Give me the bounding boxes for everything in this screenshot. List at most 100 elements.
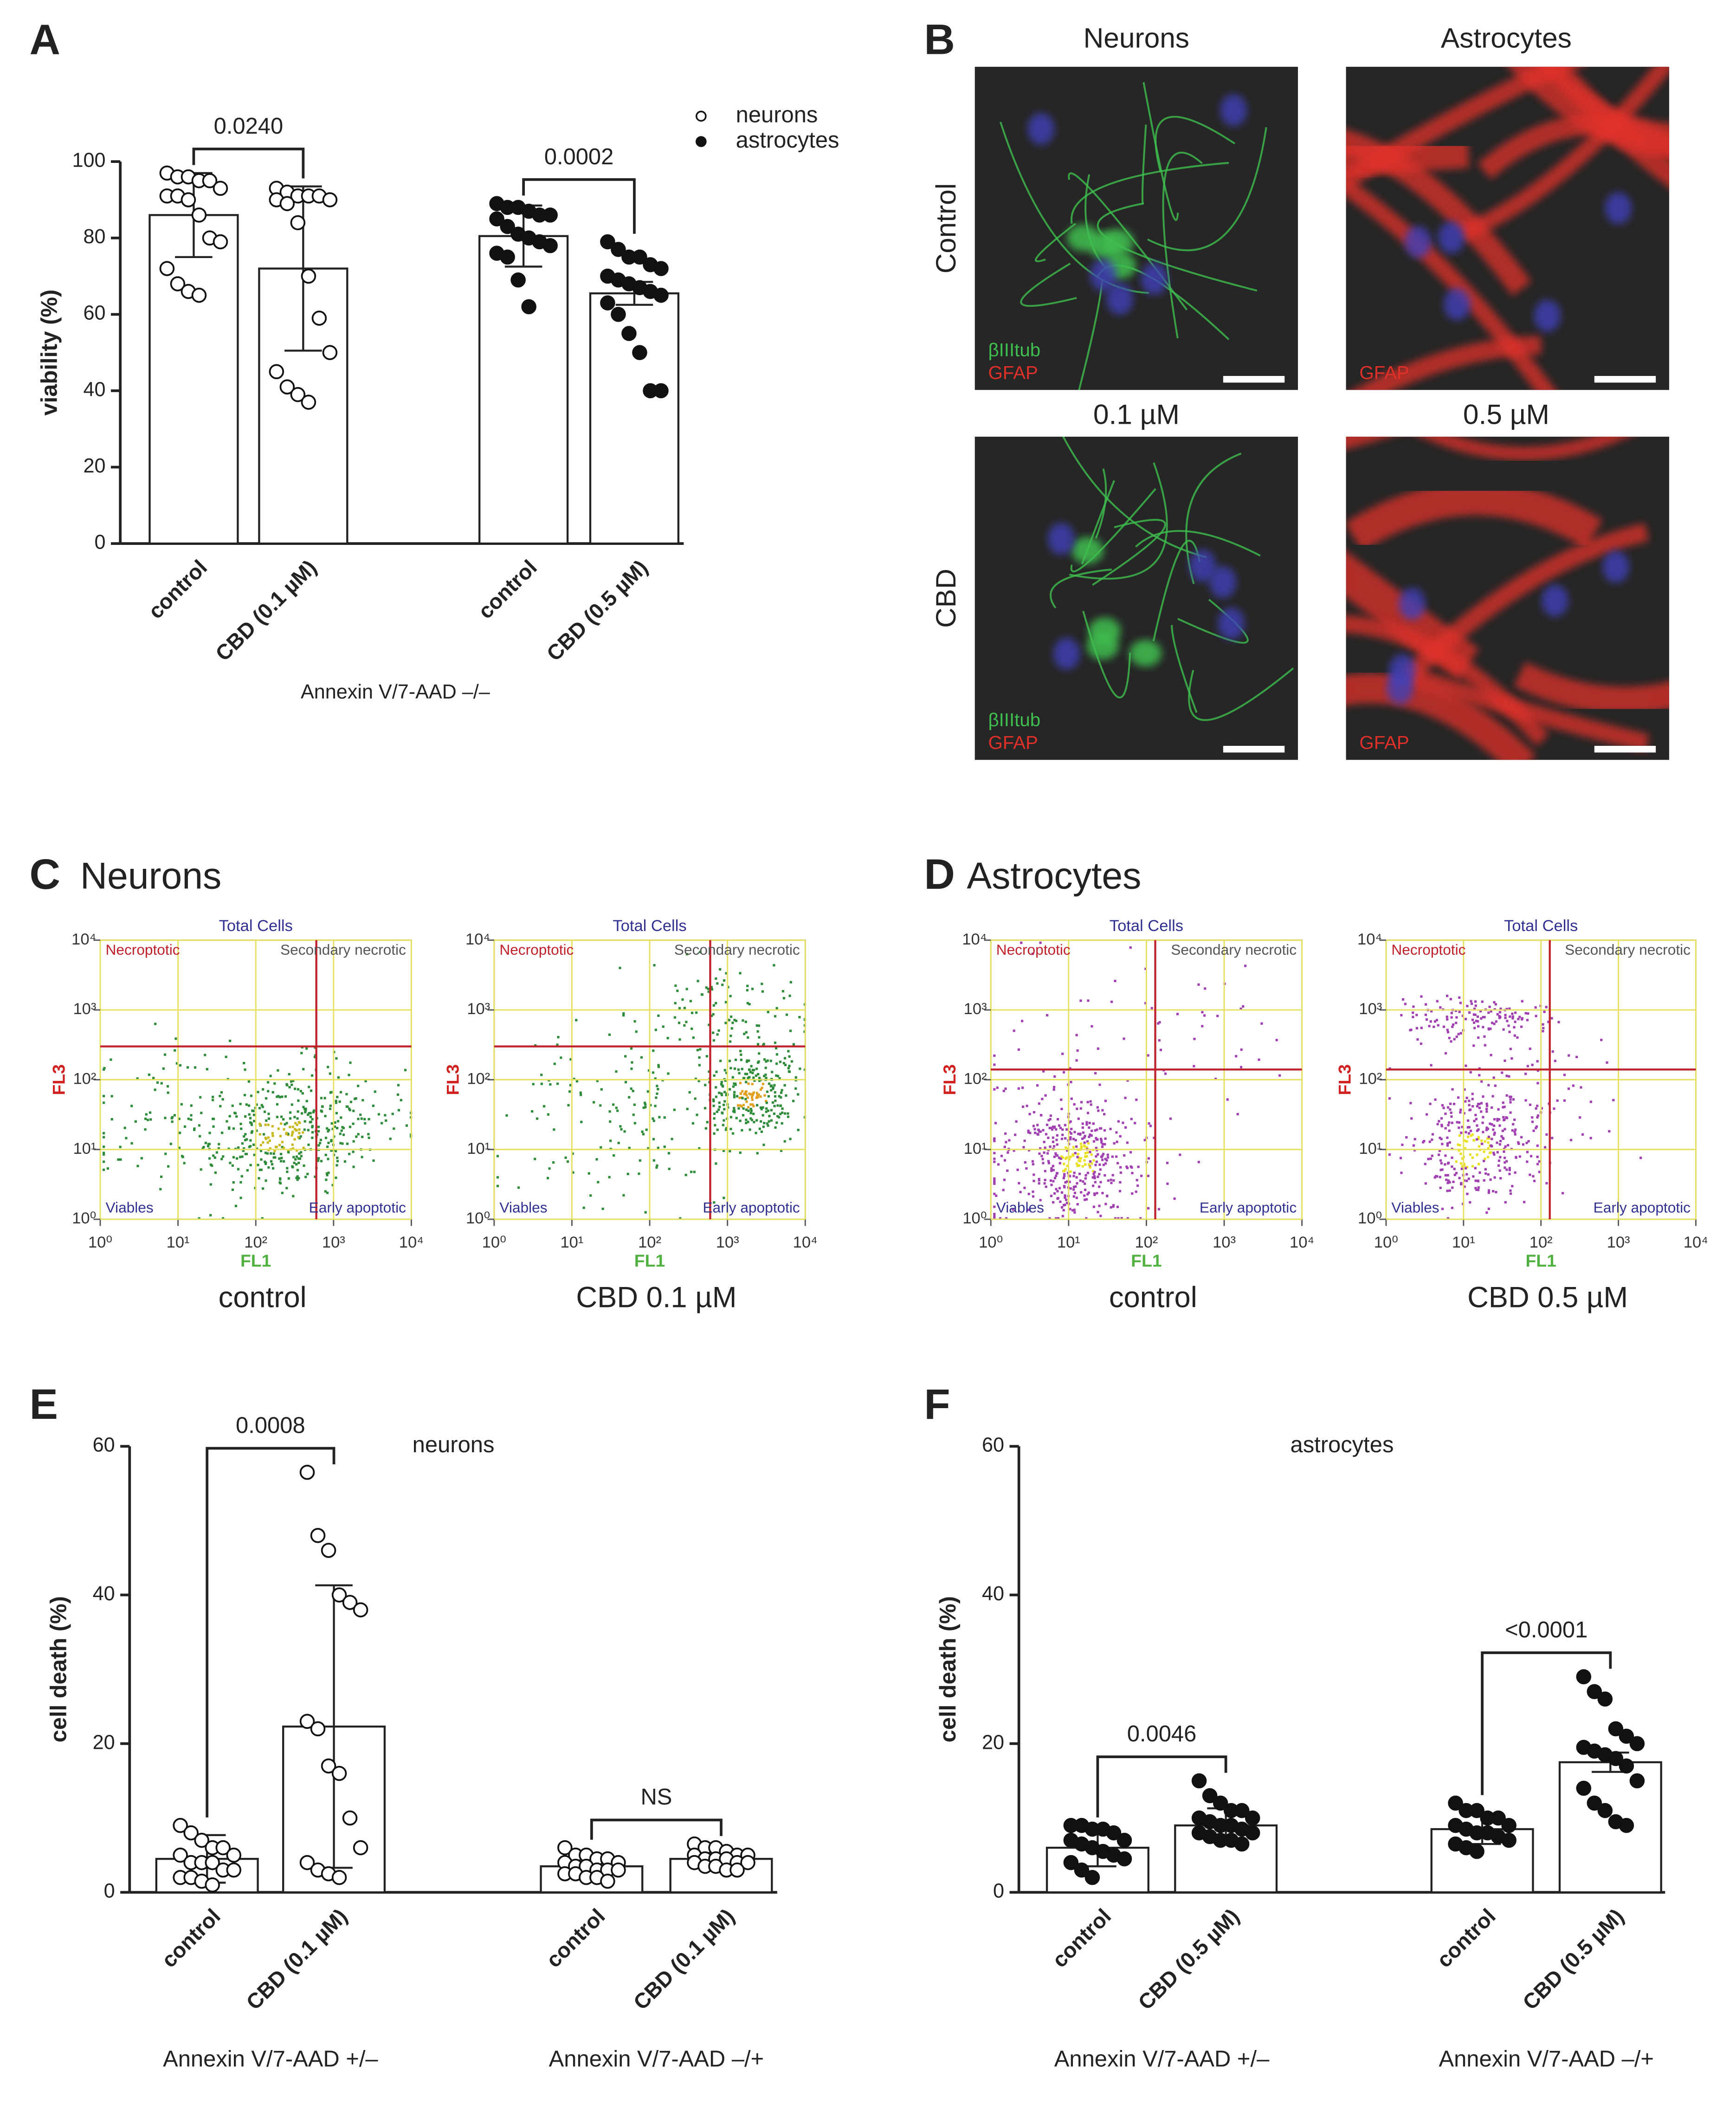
event-dot	[721, 1112, 724, 1115]
event-dot	[755, 1096, 758, 1099]
event-dot	[298, 1152, 301, 1155]
event-dot	[1542, 1023, 1544, 1026]
event-dot	[293, 1162, 296, 1164]
event-dot	[258, 1169, 261, 1171]
data-point	[191, 207, 207, 223]
event-dot	[770, 1109, 773, 1112]
event-dot	[1006, 1169, 1009, 1172]
event-dot	[1450, 1111, 1452, 1114]
event-dot	[735, 1117, 738, 1119]
event-dot	[783, 1057, 787, 1060]
event-dot	[1463, 1185, 1466, 1188]
event-dot	[1042, 1070, 1045, 1073]
event-dot	[1058, 1157, 1060, 1159]
data-point	[500, 219, 515, 234]
event-dot	[704, 1084, 707, 1087]
event-dot	[1469, 1153, 1472, 1156]
column-title: Astrocytes	[1441, 22, 1572, 53]
event-dot	[1514, 1011, 1517, 1014]
event-dot	[746, 1073, 749, 1075]
event-dot	[1448, 1181, 1451, 1184]
event-dot	[1060, 1138, 1064, 1140]
event-dot	[1478, 1171, 1481, 1174]
event-dot	[1483, 1159, 1485, 1163]
event-dot	[1076, 1156, 1079, 1158]
event-dot	[1490, 1151, 1492, 1154]
event-dot	[288, 1086, 291, 1089]
event-dot	[1471, 1156, 1474, 1159]
y-tick-label: 10²	[1359, 1070, 1382, 1087]
event-dot	[397, 1084, 400, 1087]
quadrant-label: Viables	[1391, 1199, 1439, 1216]
data-point	[301, 268, 316, 284]
event-dot	[1536, 1163, 1539, 1165]
data-point	[611, 242, 626, 257]
event-dot	[313, 1055, 316, 1059]
event-dot	[1075, 1145, 1078, 1148]
event-dot	[1114, 980, 1116, 983]
event-dot	[1409, 1102, 1412, 1105]
event-dot	[640, 1056, 643, 1059]
event-dot	[698, 1056, 701, 1059]
event-dot	[1053, 1192, 1056, 1195]
event-dot	[1062, 1204, 1065, 1207]
event-dot	[312, 1111, 315, 1113]
event-dot	[630, 1067, 633, 1070]
event-dot	[1079, 1107, 1082, 1110]
event-dot	[999, 1217, 1002, 1220]
event-dot	[765, 1110, 768, 1113]
event-dot	[1092, 1159, 1095, 1162]
quadrant-label: Viables	[499, 1199, 547, 1216]
event-dot	[993, 1139, 996, 1142]
event-dot	[696, 1113, 698, 1116]
event-dot	[297, 1157, 300, 1160]
y-tick-label: 10³	[964, 1000, 987, 1018]
event-dot	[1197, 1161, 1200, 1164]
quadrant-label: Necroptotic	[499, 941, 574, 958]
y-axis-label: cell death (%)	[46, 1596, 71, 1742]
event-dot	[787, 1050, 790, 1053]
event-dot	[751, 1072, 754, 1074]
event-dot	[719, 968, 722, 971]
x-tick-label: control	[1432, 1904, 1500, 1972]
event-dot	[1244, 964, 1247, 967]
panel-title: Neurons	[80, 855, 221, 897]
x-tick-label: 10⁴	[399, 1234, 424, 1251]
y-tick-label: 20	[982, 1731, 1004, 1753]
event-dot	[1130, 1118, 1133, 1120]
event-dot	[271, 1163, 274, 1166]
event-dot	[1020, 941, 1023, 944]
x-tick-label: 10⁰	[88, 1234, 112, 1251]
event-dot	[1056, 1197, 1059, 1200]
event-dot	[644, 1103, 647, 1106]
event-dot	[293, 1116, 296, 1119]
event-dot	[278, 1096, 281, 1099]
event-dot	[749, 1117, 752, 1120]
event-dot	[1498, 1169, 1501, 1172]
event-dot	[220, 1091, 223, 1094]
event-dot	[280, 1157, 283, 1159]
event-dot	[271, 1091, 274, 1093]
event-dot	[1072, 1185, 1076, 1189]
event-dot	[725, 1127, 728, 1130]
event-dot	[1058, 1162, 1061, 1164]
event-dot	[348, 1074, 350, 1076]
event-dot	[1508, 1030, 1511, 1033]
event-dot	[757, 1060, 760, 1063]
event-dot	[303, 1128, 306, 1131]
event-dot	[779, 1112, 782, 1115]
event-dot	[1502, 1028, 1505, 1031]
data-point	[301, 395, 316, 410]
data-point	[1245, 1810, 1260, 1826]
event-dot	[1074, 1185, 1077, 1188]
event-dot	[327, 1171, 330, 1174]
event-dot	[229, 1162, 232, 1164]
event-dot	[1008, 1139, 1011, 1142]
event-dot	[1508, 1007, 1511, 1010]
event-dot	[1049, 1179, 1052, 1182]
event-dot	[771, 1071, 774, 1074]
event-dot	[762, 1125, 765, 1128]
event-dot	[377, 1113, 381, 1116]
event-dot	[164, 1117, 167, 1119]
event-dot	[1445, 1178, 1448, 1181]
